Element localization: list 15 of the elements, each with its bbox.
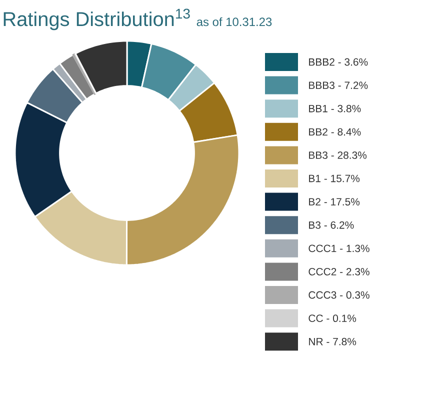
- legend-label: B3 - 6.2%: [309, 221, 354, 229]
- legend-label: BB3 - 28.3%: [309, 152, 367, 159]
- legend-label: CCC2 - 2.3%: [308, 268, 370, 276]
- legend-label: NR - 7.8%: [309, 338, 356, 346]
- chart-title: Ratings Distribution$^{13}$: [4, 8, 190, 30]
- chart-subtitle: as of 10.31.23: [196, 17, 272, 26]
- legend-label: B1 - 15.7%: [309, 174, 360, 182]
- legend-label: CCC1 - 1.3%: [308, 244, 370, 252]
- legend-label: B2 - 17.5%: [309, 198, 360, 206]
- legend-label: BBB2 - 3.6%: [309, 58, 368, 66]
- legend-label: CCC3 - 0.3%: [308, 291, 370, 299]
- legend-label: BBB3 - 7.2%: [309, 82, 368, 90]
- legend-label: BB2 - 8.4%: [309, 128, 361, 136]
- legend-label: CC - 0.1%: [308, 314, 356, 322]
- legend-label: BB1 - 3.8%: [309, 104, 361, 112]
